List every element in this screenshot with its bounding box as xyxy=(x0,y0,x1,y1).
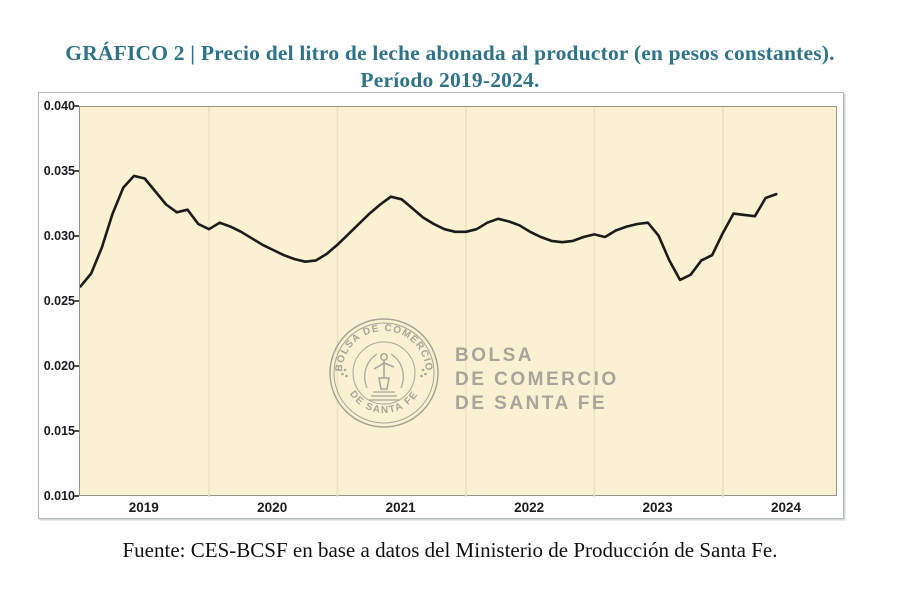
y-tick-mark xyxy=(74,495,79,497)
y-tick-label: 0.020 xyxy=(43,359,75,373)
chart-title: GRÁFICO 2 | Precio del litro de leche ab… xyxy=(0,40,900,94)
x-tick-label: 2020 xyxy=(257,500,288,515)
y-tick-label: 0.015 xyxy=(43,424,75,438)
y-tick-mark xyxy=(74,170,79,172)
source-note: Fuente: CES-BCSF en base a datos del Min… xyxy=(122,538,778,562)
y-tick-mark xyxy=(74,430,79,432)
chart-frame: 0.040 0.035 0.030 0.025 0.020 0.015 0.010 BOLS… xyxy=(38,92,844,519)
y-tick-label: 0.040 xyxy=(43,99,75,113)
y-tick-label: 0.030 xyxy=(43,229,75,243)
price-line-series xyxy=(80,174,778,288)
chart-title-line1: GRÁFICO 2 | Precio del litro de leche ab… xyxy=(65,41,835,66)
x-tick-label: 2019 xyxy=(128,500,159,515)
y-tick-mark xyxy=(74,365,79,367)
line-chart xyxy=(80,107,778,497)
x-tick-label: 2021 xyxy=(385,500,416,515)
x-tick-label: 2022 xyxy=(514,500,545,515)
y-tick-label: 0.035 xyxy=(43,164,75,178)
x-tick-label: 2024 xyxy=(770,500,802,515)
plot-area: BOLSA DE COMERCIO DE SANTA FE xyxy=(79,106,837,497)
y-tick-mark xyxy=(74,235,79,237)
y-tick-label: 0.010 xyxy=(43,489,75,503)
y-tick-label: 0.025 xyxy=(43,294,75,308)
y-tick-mark xyxy=(74,105,79,107)
chart-title-line2: Período 2019-2024. xyxy=(360,68,540,93)
y-tick-mark xyxy=(74,300,79,302)
x-tick-label: 2023 xyxy=(642,500,673,515)
